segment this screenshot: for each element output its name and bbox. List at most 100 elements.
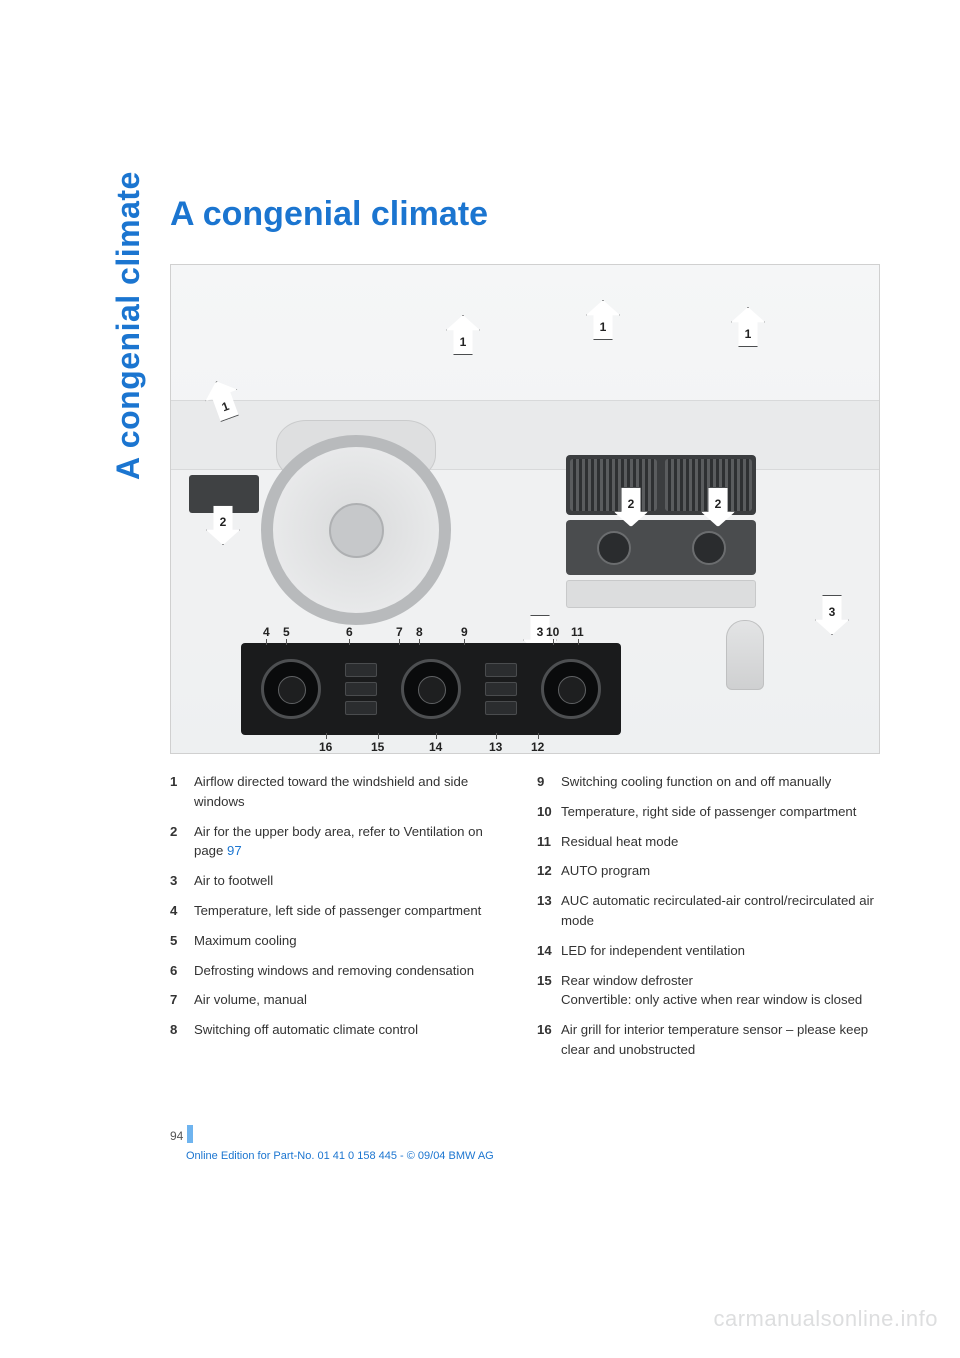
legend-item: 4Temperature, left side of passenger com…	[170, 901, 513, 921]
legend-text: Temperature, right side of passenger com…	[561, 802, 880, 822]
legend-text: Defrosting windows and removing condensa…	[194, 961, 513, 981]
side-running-title: A congenial climate	[110, 171, 147, 480]
center-slot	[566, 580, 756, 608]
legend-num: 10	[537, 802, 561, 822]
legend-item: 16Air grill for interior temperature sen…	[537, 1020, 880, 1060]
callout-num: 2	[715, 497, 722, 511]
temp-dial-right	[541, 659, 601, 719]
legend-text: Temperature, left side of passenger comp…	[194, 901, 513, 921]
tick	[553, 639, 554, 645]
callout-num: 1	[600, 320, 607, 334]
center-stack-controls	[566, 520, 756, 575]
legend-item: 3Air to footwell	[170, 871, 513, 891]
cu-button	[485, 701, 517, 715]
legend-num: 6	[170, 961, 194, 981]
tick	[538, 733, 539, 739]
legend-text: Air to footwell	[194, 871, 513, 891]
legend-col-left: 1Airflow directed toward the windshield …	[170, 772, 513, 1070]
legend-num: 2	[170, 822, 194, 862]
steering-wheel	[261, 435, 451, 625]
cu-label-11: 11	[571, 625, 584, 639]
page-number-bar	[187, 1125, 193, 1143]
tick	[399, 639, 400, 645]
tick	[349, 639, 350, 645]
cu-label-13: 13	[489, 740, 502, 754]
legend-item: 15Rear window defroster Convertible: onl…	[537, 971, 880, 1011]
legend-num: 12	[537, 861, 561, 881]
cu-button	[345, 682, 377, 696]
legend-col-right: 9Switching cooling function on and off m…	[537, 772, 880, 1070]
legend-text: Switching off automatic climate control	[194, 1020, 513, 1040]
center-dial	[401, 659, 461, 719]
legend-item: 14LED for independent ventilation	[537, 941, 880, 961]
legend-text: Air grill for interior temperature senso…	[561, 1020, 880, 1060]
cu-label-5: 5	[283, 625, 290, 639]
cu-label-7: 7	[396, 625, 403, 639]
legend-item: 12AUTO program	[537, 861, 880, 881]
legend-text: Maximum cooling	[194, 931, 513, 951]
legend-num: 16	[537, 1020, 561, 1060]
legend-text: Air volume, manual	[194, 990, 513, 1010]
cu-label-12: 12	[531, 740, 544, 754]
legend-num: 1	[170, 772, 194, 812]
tick	[464, 639, 465, 645]
tick	[266, 639, 267, 645]
page-number-value: 94	[170, 1129, 183, 1143]
callout-num: 1	[460, 335, 467, 349]
cu-label-10: 10	[546, 625, 559, 639]
legend-num: 8	[170, 1020, 194, 1040]
legend-num: 14	[537, 941, 561, 961]
tick	[378, 733, 379, 739]
tick	[419, 639, 420, 645]
legend-num: 5	[170, 931, 194, 951]
legend-num: 9	[537, 772, 561, 792]
legend-text: AUTO program	[561, 861, 880, 881]
tick	[286, 639, 287, 645]
legend-item: 1Airflow directed toward the windshield …	[170, 772, 513, 812]
callout-num: 1	[745, 327, 752, 341]
page-content: A congenial climate 1 1 1 1 2 2 2 3 3	[170, 195, 880, 1070]
legend-text: AUC automatic recirculated-air control/r…	[561, 891, 880, 931]
legend-text: Airflow directed toward the windshield a…	[194, 772, 513, 812]
tick	[578, 639, 579, 645]
legend-text: Residual heat mode	[561, 832, 880, 852]
page-title: A congenial climate	[170, 195, 880, 234]
cu-label-15: 15	[371, 740, 384, 754]
callout-num: 3	[829, 605, 836, 619]
temp-dial-left	[261, 659, 321, 719]
page-ref-link[interactable]: 97	[227, 843, 242, 858]
legend-item: 8Switching off automatic climate control	[170, 1020, 513, 1040]
cu-label-6: 6	[346, 625, 353, 639]
cu-button	[345, 701, 377, 715]
watermark: carmanualsonline.info	[713, 1306, 938, 1332]
wheel-hub	[329, 503, 384, 558]
callout-num: 2	[220, 515, 227, 529]
legend-num: 7	[170, 990, 194, 1010]
legend-columns: 1Airflow directed toward the windshield …	[170, 772, 880, 1070]
page-number: 94	[170, 1125, 193, 1143]
tick	[496, 733, 497, 739]
legend-num: 3	[170, 871, 194, 891]
footer-edition: Online Edition for Part-No. 01 41 0 158 …	[186, 1150, 494, 1162]
callout-arrow-1: 1	[446, 315, 480, 355]
legend-item: 13AUC automatic recirculated-air control…	[537, 891, 880, 931]
legend-text: Air for the upper body area, refer to Ve…	[194, 822, 513, 862]
button-col	[485, 663, 517, 715]
cu-label-9: 9	[461, 625, 468, 639]
legend-num: 13	[537, 891, 561, 931]
center-knob	[692, 531, 726, 565]
callout-num: 3	[537, 625, 544, 639]
dashboard-diagram: 1 1 1 1 2 2 2 3 3 4 5	[170, 264, 880, 754]
legend-item: 10Temperature, right side of passenger c…	[537, 802, 880, 822]
legend-item: 11Residual heat mode	[537, 832, 880, 852]
legend-item: 5Maximum cooling	[170, 931, 513, 951]
gear-shifter	[726, 620, 764, 690]
legend-text: LED for independent ventilation	[561, 941, 880, 961]
cu-label-16: 16	[319, 740, 332, 754]
legend-item: 2Air for the upper body area, refer to V…	[170, 822, 513, 862]
legend-text: Rear window defroster Convertible: only …	[561, 971, 880, 1011]
tick	[436, 733, 437, 739]
callout-arrow-1: 1	[731, 307, 765, 347]
cu-button	[485, 682, 517, 696]
legend-item: 9Switching cooling function on and off m…	[537, 772, 880, 792]
